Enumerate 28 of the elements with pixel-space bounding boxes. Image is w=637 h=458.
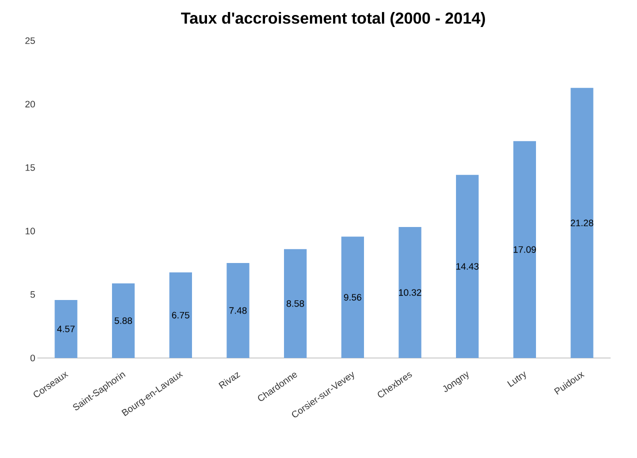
data-label: 10.32	[399, 289, 422, 296]
bar	[112, 283, 135, 358]
data-label: 4.57	[57, 326, 75, 332]
bar	[226, 263, 250, 358]
chart-title: Taux d'accroissement total (2000 - 2014)	[181, 12, 485, 27]
data-label: 7.48	[229, 307, 247, 314]
data-label: 21.28	[570, 220, 594, 226]
y-tick-label: 20	[25, 100, 35, 108]
y-tick-label: 25	[25, 37, 35, 44]
data-label: 14.43	[456, 263, 479, 270]
bar	[456, 174, 479, 358]
data-label: 5.88	[114, 317, 132, 324]
y-tick-label: 15	[26, 164, 35, 171]
x-tick-label: Lutry	[507, 371, 526, 387]
bar	[284, 249, 307, 358]
bar	[570, 88, 594, 358]
bar	[341, 236, 364, 358]
y-tick-label: 10	[26, 228, 35, 234]
y-tick-label: 0	[30, 354, 35, 362]
data-label: 17.09	[514, 246, 536, 253]
bar	[169, 272, 192, 358]
bar	[513, 141, 536, 358]
bar	[54, 300, 78, 358]
data-label: 8.58	[286, 300, 304, 307]
y-tick-label: 5	[30, 291, 35, 298]
data-label: 6.75	[172, 312, 190, 318]
data-label: 9.56	[344, 294, 362, 301]
bar	[398, 226, 422, 358]
